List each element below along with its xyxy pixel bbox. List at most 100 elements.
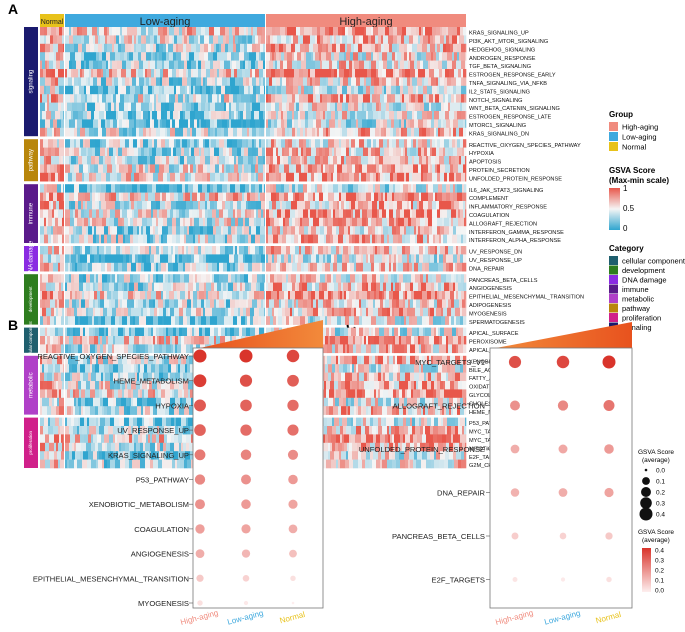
heatmap-cell	[107, 27, 110, 36]
heatmap-cell	[47, 355, 53, 365]
heatmap-cell	[150, 164, 156, 174]
heatmap-cell	[367, 164, 373, 174]
heatmap-cell	[223, 192, 227, 202]
heatmap-cell	[286, 201, 292, 210]
heatmap-cell	[433, 184, 439, 193]
heatmap-cell	[248, 85, 251, 95]
heatmap-cell	[116, 192, 120, 202]
heatmap-cell	[169, 184, 174, 193]
heatmap-cell	[97, 262, 102, 272]
heatmap-cell	[442, 60, 448, 70]
heatmap-cell	[206, 316, 211, 325]
heatmap-cell	[101, 372, 104, 382]
heatmap-cell	[169, 164, 173, 174]
heatmap-cell	[52, 184, 58, 193]
heatmap-cell	[146, 262, 152, 272]
heatmap-cell	[425, 27, 428, 36]
heatmap-cell	[78, 381, 82, 390]
heatmap-cell	[187, 94, 190, 103]
heatmap-cell	[123, 111, 129, 120]
heatmap-cell	[377, 254, 383, 264]
heatmap-cell	[424, 102, 430, 112]
heatmap-cell	[45, 43, 51, 53]
heatmap-cell	[94, 85, 99, 95]
heatmap-cell	[215, 217, 220, 227]
heatmap-cell	[58, 262, 61, 272]
heatmap-cell	[227, 85, 232, 95]
heatmap-cell	[285, 139, 289, 148]
heatmap-cell	[286, 234, 292, 244]
heatmap-cell	[206, 262, 209, 272]
heatmap-cell	[238, 156, 244, 165]
heatmap-cell	[120, 94, 125, 103]
heatmap-cell	[278, 139, 282, 148]
heatmap-cell	[389, 291, 394, 300]
heatmap-cell	[204, 299, 207, 309]
heatmap-cell	[461, 127, 464, 137]
heatmap-cell	[69, 336, 74, 345]
heatmap-cell	[453, 164, 459, 174]
heatmap-cell	[115, 201, 119, 210]
heatmap-cell	[141, 226, 144, 235]
heatmap-cell	[98, 164, 104, 174]
heatmap-cell	[214, 27, 218, 36]
heatmap-cell	[400, 372, 406, 382]
heatmap-cell	[106, 127, 111, 137]
heatmap-cell	[260, 192, 264, 202]
heatmap-cell	[121, 192, 124, 202]
heatmap-cell	[315, 69, 320, 78]
heatmap-cell	[421, 344, 426, 354]
heatmap-cell	[145, 274, 149, 283]
heatmap-cell	[369, 327, 372, 337]
heatmap-cell	[191, 254, 195, 264]
heatmap-cell	[187, 156, 193, 165]
heatmap-cell	[136, 262, 139, 272]
heatmap-cell	[369, 355, 373, 365]
heatmap-cell	[153, 355, 157, 365]
heatmap-cell	[47, 316, 51, 325]
heatmap-cell	[169, 52, 174, 61]
heatmap-cell	[353, 344, 357, 354]
heatmap-cell	[194, 119, 198, 129]
heatmap-cell	[363, 327, 366, 337]
heatmap-cell	[304, 226, 309, 235]
heatmap-cell	[61, 119, 65, 129]
heatmap-cell	[390, 307, 393, 317]
heatmap-cell	[336, 274, 342, 283]
heatmap-cell	[237, 201, 242, 210]
heatmap-cell	[442, 184, 447, 193]
heatmap-cell	[212, 262, 218, 272]
heatmap-cell	[54, 307, 57, 317]
heatmap-cell	[118, 217, 123, 227]
heatmap-cell	[143, 299, 147, 309]
heatmap-cell	[111, 102, 115, 112]
heatmap-cell	[164, 60, 170, 70]
heatmap-cell	[256, 156, 259, 165]
heatmap-cell	[71, 381, 77, 390]
heatmap-cell	[189, 85, 192, 95]
heatmap-cell	[190, 364, 194, 373]
heatmap-cell	[183, 381, 189, 390]
heatmap-cell	[144, 327, 149, 337]
heatmap-cell	[65, 184, 69, 193]
heatmap-cell	[436, 307, 442, 317]
heatmap-cell	[201, 316, 207, 325]
heatmap-cell	[124, 217, 129, 227]
heatmap-cell	[75, 327, 81, 337]
heatmap-cell	[167, 201, 172, 210]
heatmap-cell	[55, 217, 59, 227]
heatmap-cell	[116, 35, 120, 45]
heatmap-cell	[134, 209, 139, 219]
heatmap-cell	[322, 43, 327, 53]
heatmap-cell	[268, 94, 272, 103]
heatmap-cell	[270, 184, 274, 193]
heatmap-cell	[89, 35, 94, 45]
heatmap-cell	[266, 209, 270, 219]
heatmap-cell	[217, 184, 223, 193]
heatmap-cell	[422, 156, 427, 165]
heatmap-cell	[213, 85, 217, 95]
heatmap-cell	[202, 172, 208, 182]
heatmap-cell	[431, 102, 437, 112]
heatmap-cell	[372, 201, 378, 210]
heatmap-cell	[248, 139, 253, 148]
